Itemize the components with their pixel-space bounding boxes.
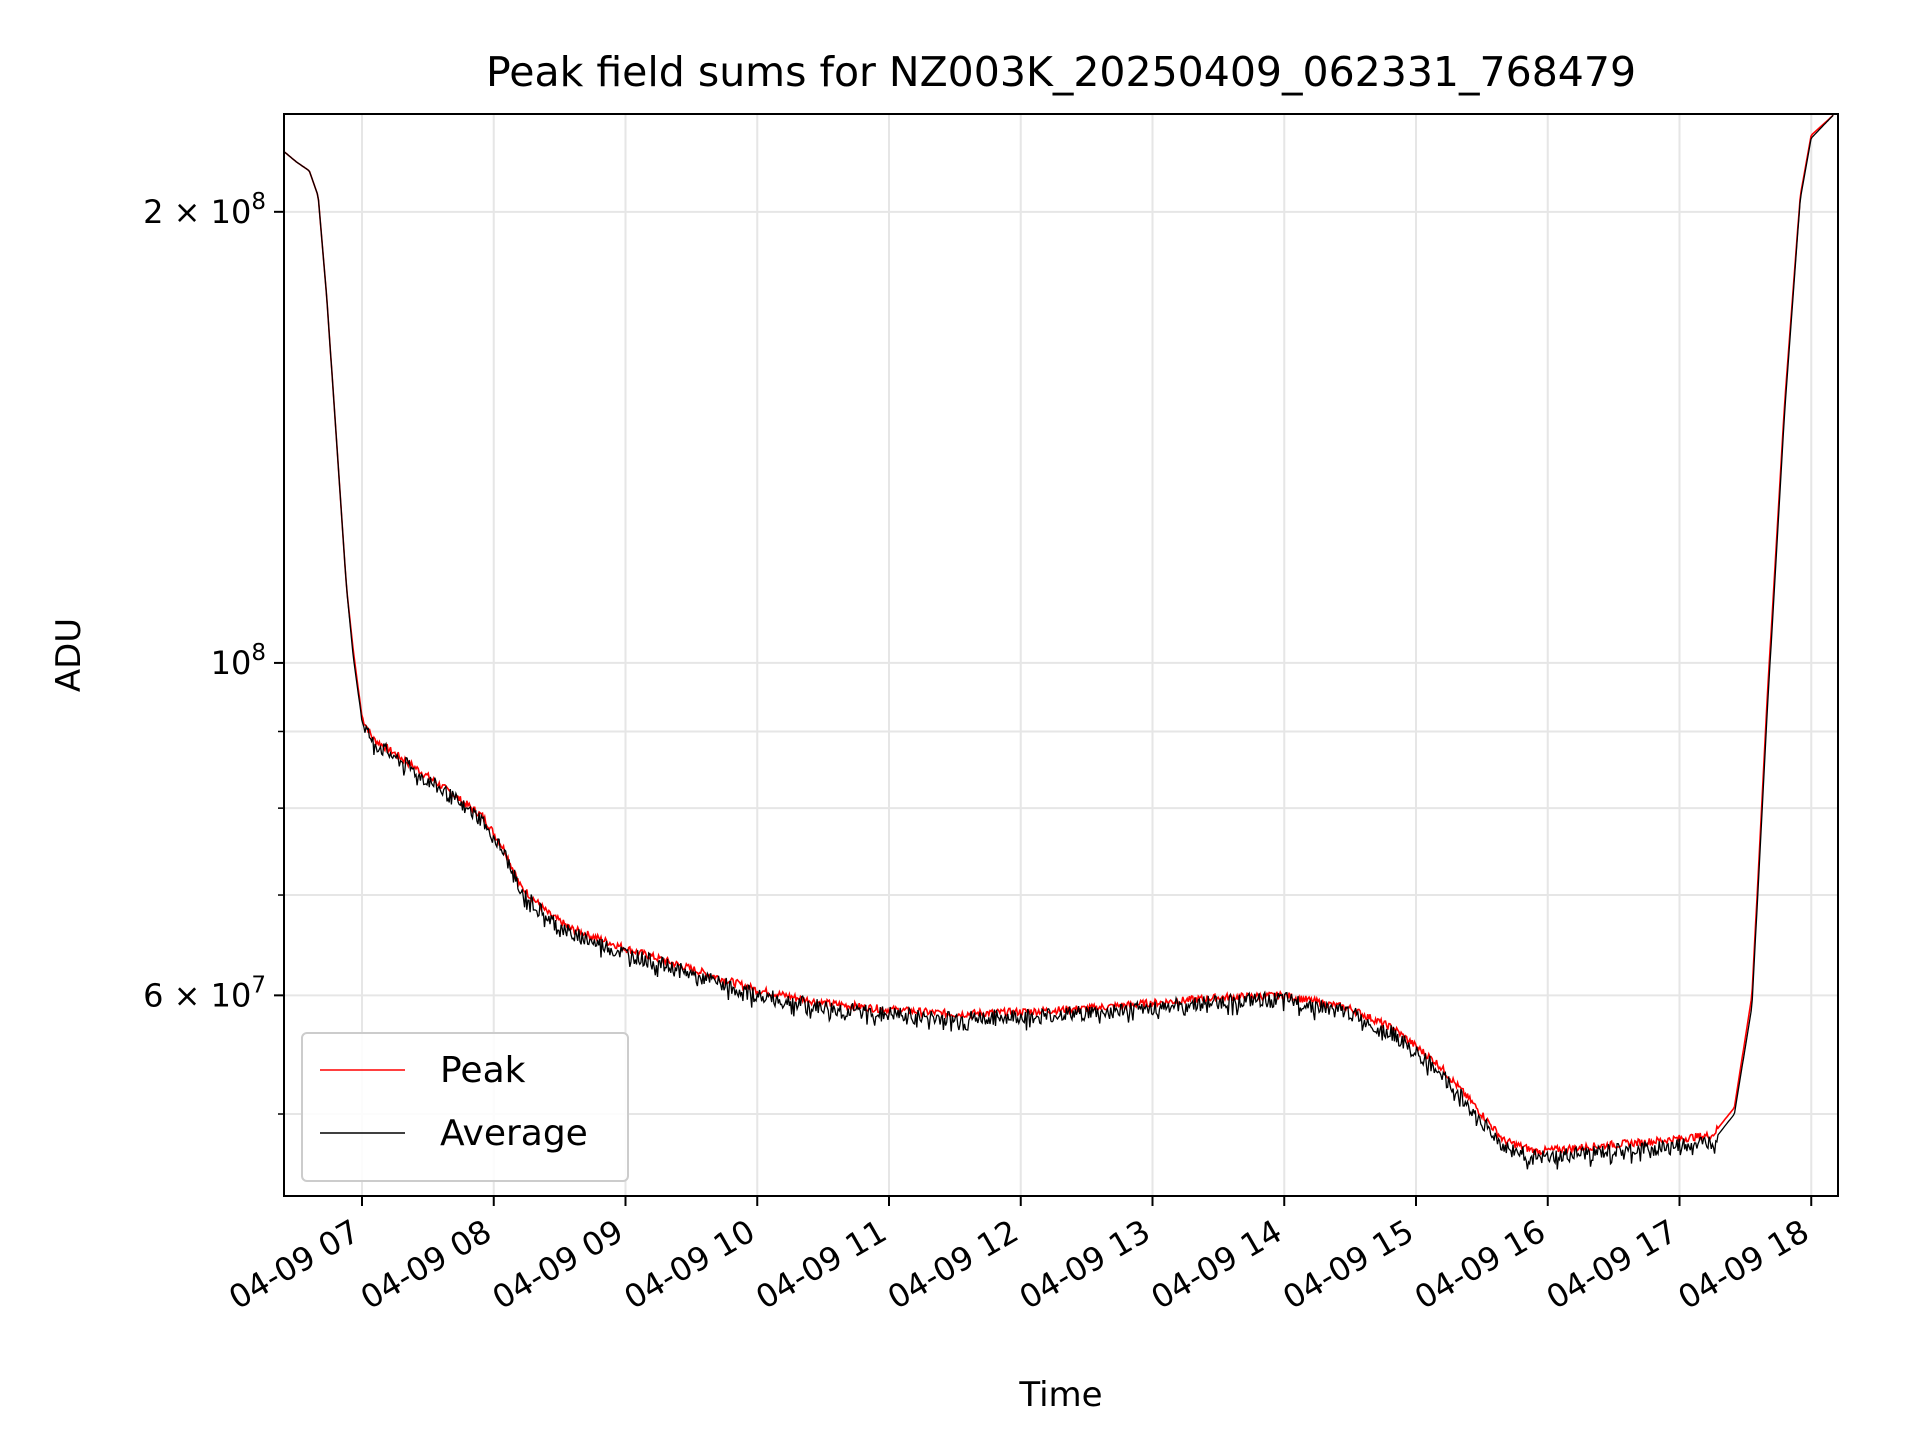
y-tick-label: 2 × 108 [143, 189, 266, 231]
legend: Peak Average [301, 1032, 629, 1182]
y-tick-exponent: 8 [251, 189, 266, 215]
plot-frame [283, 113, 1839, 1197]
y-tick-label: 6 × 107 [143, 972, 266, 1014]
x-axis-label: Time [1018, 1375, 1102, 1415]
legend-label-peak: Peak [440, 1050, 526, 1091]
series-line-average [284, 114, 1834, 1170]
y-tick-mantissa: 10 [211, 644, 252, 682]
y-tick-label: 108 [211, 640, 266, 682]
legend-label-average: Average [440, 1113, 588, 1154]
y-tick-exponent: 7 [251, 972, 266, 998]
y-tick-mantissa: 2 × 10 [143, 193, 251, 231]
grid [284, 114, 1838, 1196]
y-tick-exponent: 8 [251, 640, 266, 666]
plot-area [284, 114, 1834, 1170]
y-axis-label: ADU [49, 618, 89, 692]
y-tick-mantissa: 6 × 10 [143, 976, 251, 1014]
chart-title: Peak field sums for NZ003K_20250409_0623… [486, 48, 1636, 96]
series-line-peak [284, 114, 1834, 1156]
